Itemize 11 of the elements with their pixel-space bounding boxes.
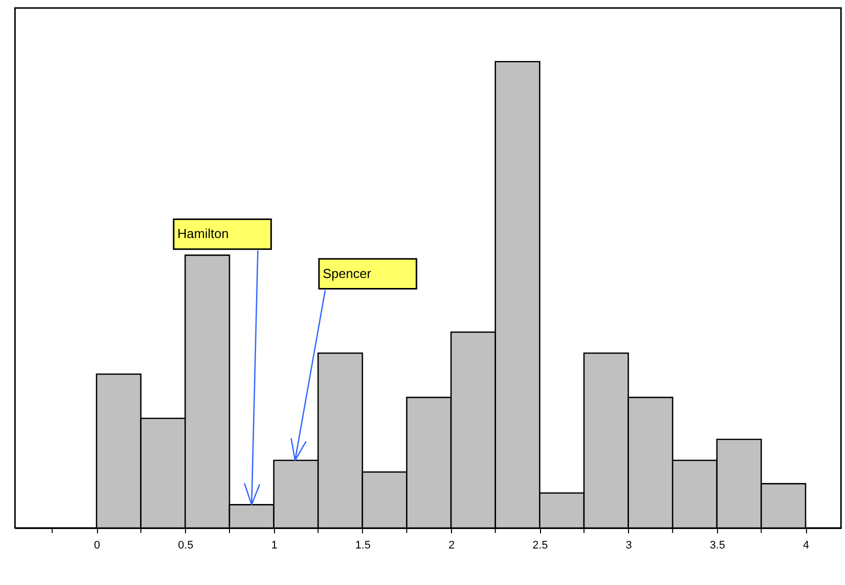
x-tick-label: 1.5 — [355, 540, 371, 552]
annotation: Hamilton — [177, 226, 229, 242]
x-tick-label: 4 — [802, 540, 810, 552]
x-tick-label: 3 — [626, 540, 632, 552]
x-tick-label: 2 — [448, 540, 455, 552]
x-tick-label: 1 — [271, 540, 278, 552]
x-tick-label: 3.5 — [710, 540, 726, 552]
x-tick-label: 0.5 — [178, 540, 194, 552]
x-tick-label: 2.5 — [532, 540, 548, 552]
x-tick-label: 0 — [94, 540, 100, 552]
annotation: Spencer — [322, 266, 372, 281]
